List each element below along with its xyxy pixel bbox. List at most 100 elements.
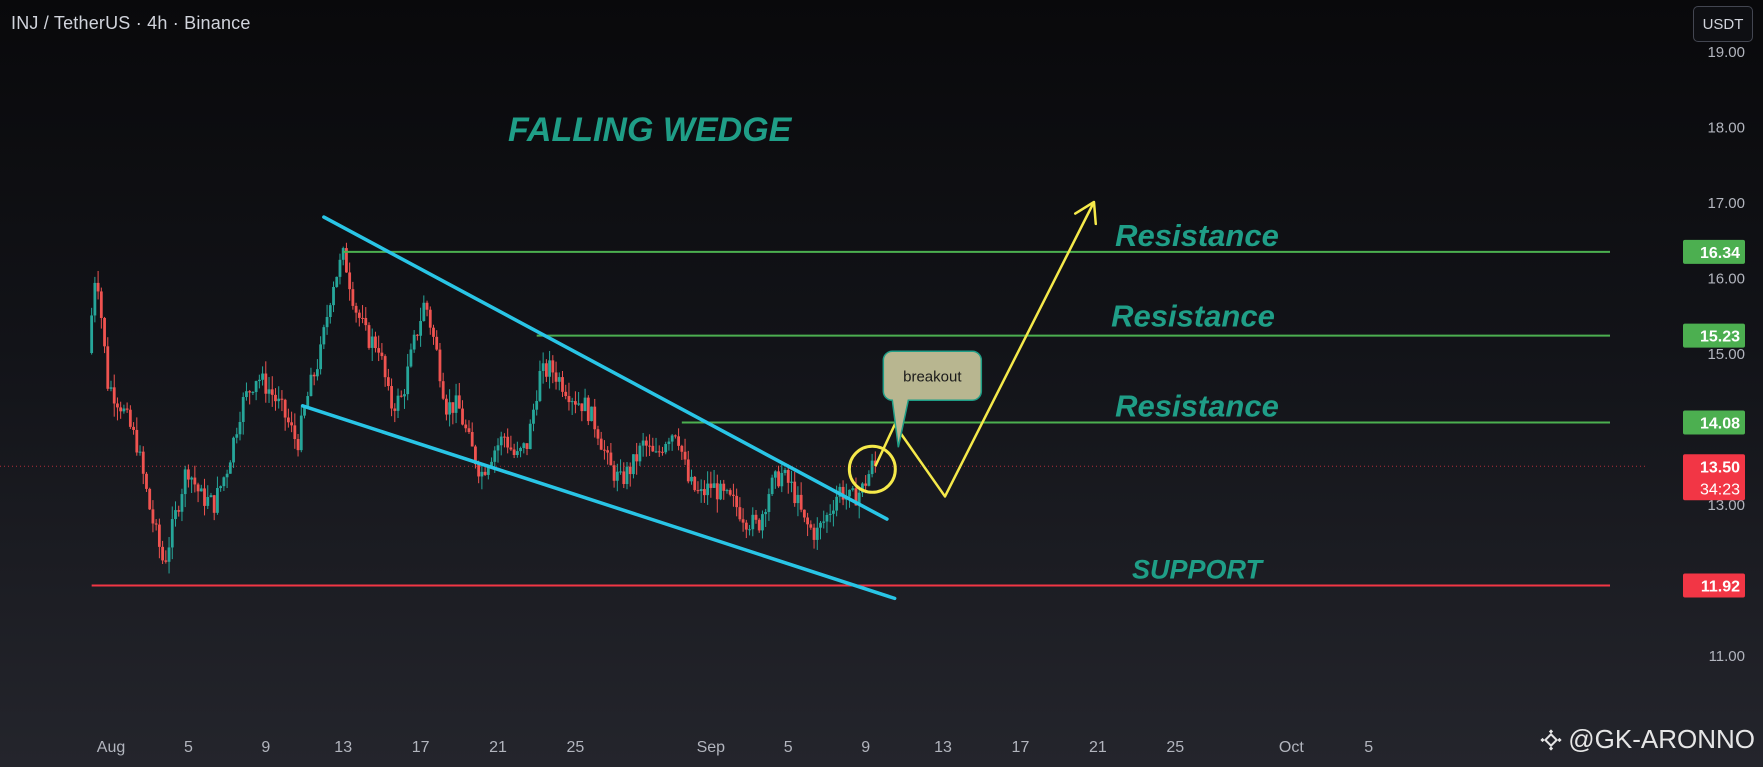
candle-body (654, 451, 658, 453)
candle-body (870, 460, 874, 475)
candle-body (141, 451, 145, 474)
candle-body (635, 454, 639, 462)
candle-body (187, 469, 190, 480)
candle-body (232, 437, 235, 463)
candle-body (390, 386, 393, 409)
candle-body (245, 391, 248, 398)
candle-body (854, 488, 858, 506)
candle-body (683, 451, 687, 460)
y-tick-label: 16.00 (1707, 271, 1745, 288)
candle-body (796, 494, 800, 504)
resistance-label: Resistance (1115, 218, 1279, 253)
candle-body (103, 317, 106, 347)
candle-body (148, 488, 152, 510)
candle-body (345, 248, 348, 273)
candle-body (290, 422, 293, 426)
candle-body (296, 439, 300, 451)
watermark: @GK-ARONNO (1540, 724, 1755, 755)
candle-body (609, 452, 613, 466)
candle-body (451, 402, 455, 413)
candle-body (867, 474, 871, 486)
candle-body (170, 519, 174, 548)
x-tick-label: 17 (412, 739, 430, 756)
candle-body (557, 377, 561, 382)
candle-body (861, 483, 864, 493)
candle-body (264, 373, 268, 394)
candle-body (374, 336, 377, 349)
projection-arrowhead (1074, 200, 1098, 226)
candle-body (586, 397, 590, 422)
candle-body (574, 401, 577, 405)
candle-body (193, 477, 197, 485)
y-tick-label: 15.00 (1707, 346, 1745, 363)
current-price-badge: 13.50 (1700, 459, 1740, 476)
candle-body (228, 462, 232, 474)
resistance-price-badge-bg (1683, 410, 1745, 435)
candle-body (438, 349, 442, 382)
x-tick-label: Oct (1279, 739, 1304, 756)
candle-body (799, 494, 803, 510)
candle-body (564, 391, 568, 397)
candle-body (512, 449, 516, 456)
candle-body (132, 426, 135, 430)
candle-body (632, 454, 635, 475)
candle-body (670, 435, 674, 442)
candle-body (793, 481, 797, 504)
candle-body (819, 522, 822, 528)
candle-body (196, 484, 200, 492)
candle-body (161, 546, 164, 561)
support-label: SUPPORT (1132, 555, 1265, 585)
candle-body (673, 435, 677, 437)
candle-body (145, 473, 148, 489)
candle-body (619, 471, 622, 473)
candle-body (561, 377, 564, 392)
candles-group (90, 242, 877, 574)
x-tick-label: Aug (97, 739, 125, 756)
candle-body (577, 403, 581, 405)
candle-body (425, 302, 429, 310)
candle-body (754, 514, 758, 520)
candle-body (480, 471, 484, 477)
candle-body (212, 495, 216, 513)
candle-body (744, 522, 748, 530)
candle-body (664, 444, 668, 453)
candle-body (764, 511, 768, 515)
candle-body (780, 472, 784, 487)
candle-body (873, 460, 877, 466)
candle-body (286, 417, 290, 423)
candle-body (822, 521, 826, 523)
candle-body (864, 483, 868, 486)
candle-body (283, 399, 287, 418)
symbol-title[interactable]: INJ / TetherUS · 4h · Binance (11, 13, 251, 33)
resistance-price-badge-bg (1683, 323, 1745, 348)
candle-body (174, 510, 177, 520)
candle-body (651, 445, 655, 452)
candle-body (528, 423, 532, 450)
candle-body (319, 344, 323, 370)
candle-body (693, 476, 697, 491)
current-price-badge-bg (1683, 454, 1745, 501)
candle-body (686, 459, 690, 482)
candle-body (251, 392, 255, 394)
x-tick-label: 13 (334, 739, 352, 756)
candle-body (299, 415, 303, 451)
candle-body (851, 488, 855, 490)
candle-body (380, 352, 384, 357)
candle-body (128, 409, 132, 427)
candle-body (306, 396, 310, 408)
currency-button[interactable]: USDT (1693, 6, 1753, 42)
candle-body (532, 409, 535, 424)
candle-body (606, 450, 610, 453)
candle-body (348, 272, 352, 290)
candle-body (241, 397, 245, 422)
x-tick-label: 21 (489, 739, 507, 756)
candle-body (732, 494, 735, 496)
candle-body (773, 471, 777, 478)
candle-body (783, 469, 787, 473)
candle-body (515, 451, 519, 456)
candle-body (474, 446, 477, 465)
candle-body (648, 445, 651, 447)
candle-body (454, 395, 458, 413)
